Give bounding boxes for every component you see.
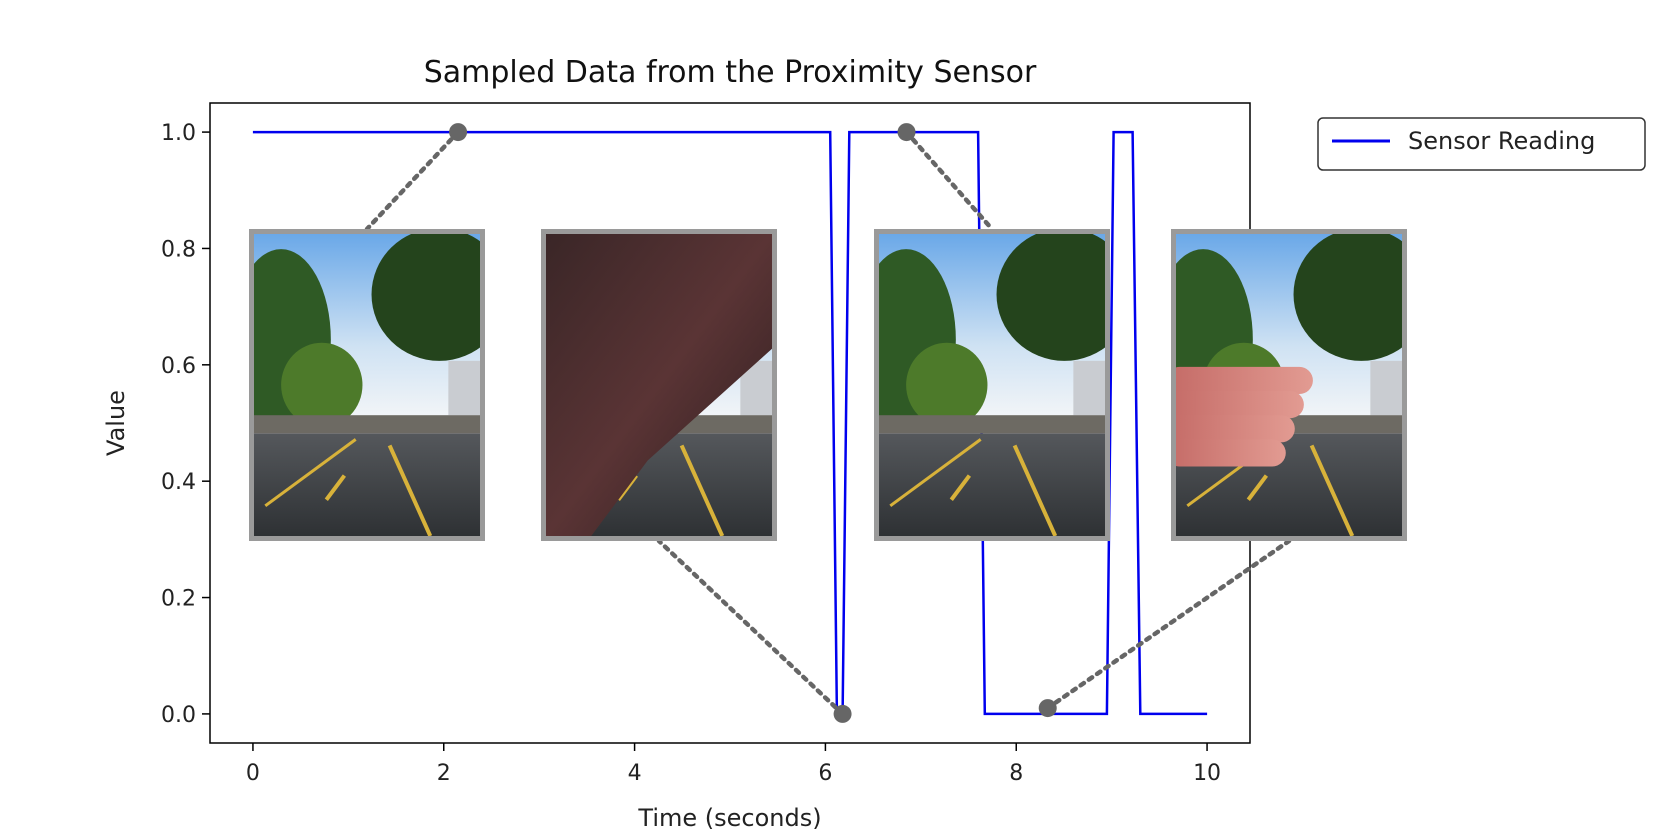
connector-layer (364, 129, 1292, 717)
photo-inset-road-scene-clear-2 (874, 229, 1110, 541)
y-axis: 0.0 0.2 0.4 0.6 0.8 1.0 (161, 121, 210, 728)
y-tick-label: 0.0 (161, 703, 196, 728)
connector-line (904, 129, 995, 232)
y-tick-label: 0.6 (161, 354, 196, 379)
connector-line (364, 129, 461, 232)
x-axis-label: Time (seconds) (637, 804, 821, 832)
sample-marker (897, 123, 916, 142)
y-axis-label: Value (102, 390, 130, 456)
x-tick-label: 0 (246, 761, 260, 786)
x-axis: 0 2 4 6 8 10 (246, 743, 1221, 786)
x-tick-label: 4 (628, 761, 642, 786)
x-tick-label: 2 (437, 761, 451, 786)
legend: Sensor Reading (1317, 117, 1646, 171)
marker-layer (449, 123, 1057, 723)
sample-marker (1038, 699, 1057, 718)
x-tick-label: 8 (1009, 761, 1023, 786)
legend-label: Sensor Reading (1408, 127, 1595, 155)
photo-inset-road-scene-hand-occluded (1171, 229, 1407, 541)
photo-inset-road-scene-clear (249, 229, 485, 541)
connector-line (1045, 538, 1292, 711)
photo-layer (249, 229, 1407, 541)
photo-inset-road-scene-arm-occluded (541, 229, 777, 541)
legend-box (1317, 117, 1646, 171)
chart-title: Sampled Data from the Proximity Sensor (424, 55, 1037, 90)
x-tick-label: 6 (818, 761, 832, 786)
y-tick-label: 0.8 (161, 237, 196, 262)
sample-marker (449, 123, 468, 142)
connector-line (656, 538, 845, 717)
y-tick-label: 0.2 (161, 587, 196, 612)
x-tick-label: 10 (1193, 761, 1221, 786)
y-tick-label: 0.4 (161, 470, 196, 495)
sample-marker (833, 704, 852, 723)
y-tick-label: 1.0 (161, 121, 196, 146)
